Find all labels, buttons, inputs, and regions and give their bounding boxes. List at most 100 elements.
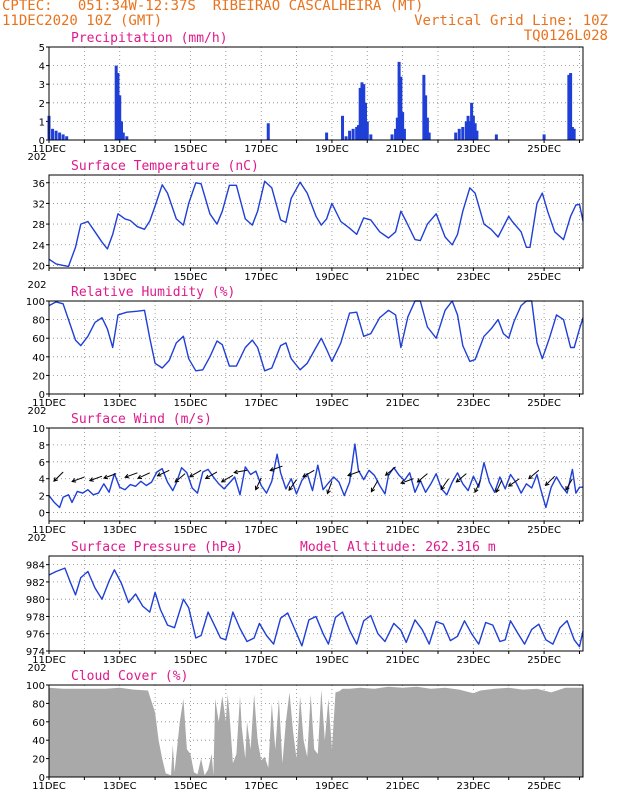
precip-bar bbox=[567, 74, 571, 140]
precip-bar bbox=[358, 87, 362, 140]
ytick-wind: 4 bbox=[39, 475, 45, 486]
ytick-rh: 40 bbox=[32, 353, 45, 364]
ytick-cloud: 60 bbox=[32, 718, 45, 729]
wind-vector bbox=[417, 473, 428, 483]
precip-bar bbox=[422, 74, 426, 140]
precip-bar bbox=[402, 128, 406, 140]
xtick-temp: 17DEC bbox=[244, 272, 278, 283]
precip-bar bbox=[369, 134, 373, 140]
precip-bar bbox=[344, 136, 348, 140]
wind-vector bbox=[545, 475, 556, 486]
wind-vector-head bbox=[370, 487, 376, 493]
panel-title-temp: Surface Temperature (nC) bbox=[71, 159, 259, 174]
xtick-temp: 21DEC bbox=[386, 272, 420, 283]
plot-frame-rh bbox=[48, 300, 584, 395]
xtick-pres: 23DEC bbox=[457, 655, 491, 666]
wind-vector bbox=[205, 471, 218, 479]
precip-bar bbox=[364, 102, 368, 140]
series-line-wind bbox=[48, 443, 583, 509]
xtick-pres: 19DEC bbox=[315, 655, 349, 666]
xtick-precip: 17DEC bbox=[244, 144, 278, 155]
header-line1: CPTEC: 051:34W-12:37S RIBEIRAO CASCALHEI… bbox=[2, 0, 424, 14]
cloud-area bbox=[49, 686, 583, 777]
wind-vector-head bbox=[71, 478, 77, 483]
precip-bar bbox=[390, 134, 394, 140]
wind-vector bbox=[174, 473, 186, 483]
wind-vector-head bbox=[455, 478, 461, 483]
precip-bar bbox=[125, 136, 129, 140]
wind-vector-head bbox=[174, 478, 180, 483]
plot-frame-precip bbox=[48, 46, 584, 141]
ytick-temp: 32 bbox=[32, 199, 45, 210]
wind-vector-head bbox=[102, 474, 109, 480]
precip-bar bbox=[360, 82, 364, 140]
ytick-precip: 1 bbox=[39, 117, 45, 128]
plot-frame-pres bbox=[48, 555, 584, 652]
wind-vector-head bbox=[88, 477, 94, 482]
ytick-cloud: 80 bbox=[32, 699, 45, 710]
wind-vector-head bbox=[495, 488, 500, 494]
xtick-cloud: 25DEC bbox=[527, 781, 561, 792]
ytick-rh: 60 bbox=[32, 334, 45, 345]
ytick-pres: 980 bbox=[26, 595, 45, 606]
xtick-wind: 11DEC bbox=[32, 525, 66, 536]
panel-title-precip: Precipitation (mm/h) bbox=[71, 31, 228, 46]
model-code: TQ0126L028 bbox=[523, 28, 608, 44]
xtick-wind: 25DEC bbox=[527, 525, 561, 536]
xtick-pres: 13DEC bbox=[103, 655, 137, 666]
precip-bar bbox=[570, 126, 574, 140]
xtick-rh: 17DEC bbox=[244, 398, 278, 409]
xtick-rh: 21DEC bbox=[386, 398, 420, 409]
precip-bar bbox=[494, 134, 498, 140]
xtick-pres: 11DEC bbox=[32, 655, 66, 666]
ytick-wind: 2 bbox=[39, 492, 45, 503]
precip-bar bbox=[362, 84, 366, 140]
wind-vector bbox=[89, 475, 103, 482]
wind-vector-head bbox=[53, 477, 58, 482]
precip-bar bbox=[572, 128, 576, 140]
precip-bar bbox=[355, 126, 359, 140]
panel-precip bbox=[46, 46, 584, 143]
wind-vector-head bbox=[233, 469, 239, 475]
xtick-precip: 15DEC bbox=[174, 144, 208, 155]
ytick-cloud: 0 bbox=[39, 773, 45, 784]
ytick-rh: 80 bbox=[32, 316, 45, 327]
precip-bar bbox=[118, 95, 122, 140]
precip-bar bbox=[325, 132, 329, 140]
wind-vector-head bbox=[204, 474, 210, 479]
wind-vector bbox=[400, 478, 414, 484]
plot-frame-temp bbox=[48, 174, 584, 269]
precip-bar bbox=[399, 76, 403, 140]
xtick-wind: 19DEC bbox=[315, 525, 349, 536]
xtick-rh: 19DEC bbox=[315, 398, 349, 409]
precip-bar bbox=[425, 117, 429, 140]
precip-bar bbox=[470, 102, 474, 140]
wind-vector bbox=[456, 473, 467, 483]
xtick-temp: 23DEC bbox=[457, 272, 491, 283]
xtick-rh: 13DEC bbox=[103, 398, 137, 409]
ytick-cloud: 40 bbox=[32, 736, 45, 747]
xtick-rh: 11DEC bbox=[32, 398, 66, 409]
ytick-rh: 0 bbox=[39, 390, 45, 401]
wind-vector-head bbox=[220, 478, 226, 483]
wind-vector bbox=[326, 481, 333, 494]
plot-frame-wind bbox=[48, 427, 584, 522]
wind-vector bbox=[528, 469, 540, 480]
wind-vector-head bbox=[440, 485, 445, 491]
xtick-year-temp: 202 bbox=[27, 280, 46, 291]
wind-vector bbox=[508, 478, 520, 487]
xtick-year-wind: 202 bbox=[27, 533, 46, 544]
xtick-year-rh: 202 bbox=[27, 406, 46, 417]
ytick-pres: 978 bbox=[26, 612, 45, 623]
precip-bar bbox=[395, 117, 399, 140]
xtick-cloud: 21DEC bbox=[386, 781, 420, 792]
panel-title-wind: Surface Wind (m/s) bbox=[71, 412, 212, 427]
wind-vector bbox=[370, 480, 379, 492]
xtick-temp: 25DEC bbox=[527, 272, 561, 283]
precip-bar bbox=[466, 115, 470, 140]
wind-vector bbox=[53, 471, 64, 482]
ytick-pres: 974 bbox=[26, 647, 45, 658]
xtick-year-pres: 202 bbox=[27, 663, 46, 674]
wind-vector bbox=[347, 470, 361, 477]
